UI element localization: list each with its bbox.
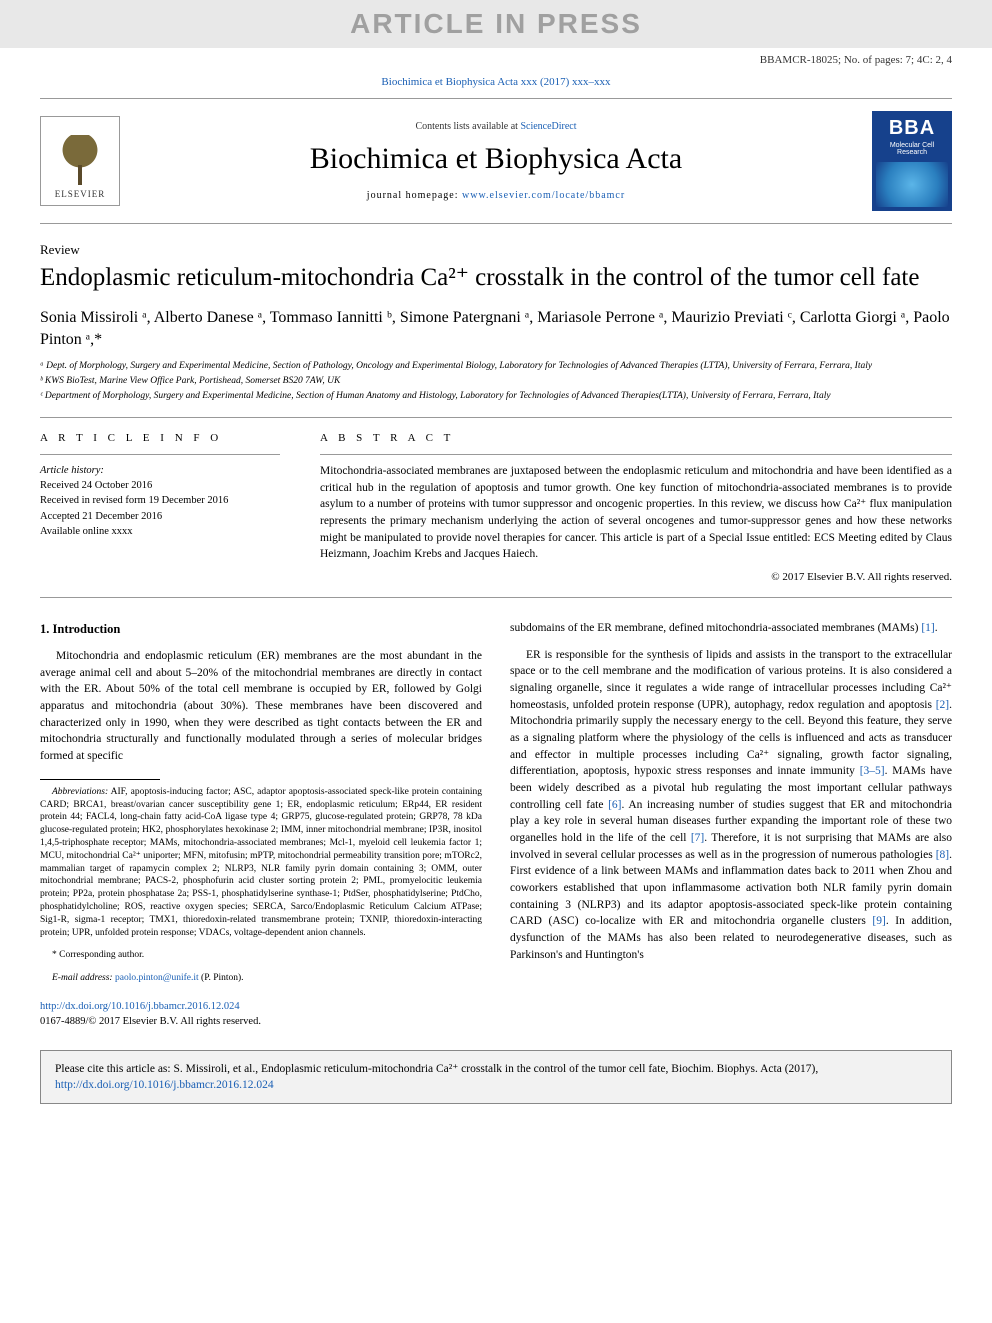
abstract-text: Mitochondria-associated membranes are ju… <box>320 463 952 563</box>
intro-paragraph-2: ER is responsible for the synthesis of l… <box>510 647 952 964</box>
body-text: ER is responsible for the synthesis of l… <box>510 649 952 711</box>
corresponding-author-footnote: * Corresponding author. <box>40 949 482 962</box>
article-history: Article history: Received 24 October 201… <box>40 463 280 539</box>
footnote-rule <box>40 779 160 780</box>
ref-2-link[interactable]: [2] <box>936 699 949 711</box>
journal-homepage-link[interactable]: www.elsevier.com/locate/bbamcr <box>462 190 625 201</box>
abbrev-label: Abbreviations: <box>52 787 108 797</box>
left-column: 1. Introduction Mitochondria and endopla… <box>40 620 482 1030</box>
sciencedirect-link[interactable]: ScienceDirect <box>520 121 576 132</box>
ref-3-5-link[interactable]: [3–5] <box>860 765 885 777</box>
divider <box>40 417 952 418</box>
ref-1-link[interactable]: [1] <box>921 622 934 634</box>
press-banner: ARTICLE IN PRESS <box>0 0 992 48</box>
abstract-copyright: © 2017 Elsevier B.V. All rights reserved… <box>320 571 952 583</box>
ref-7-link[interactable]: [7] <box>691 832 704 844</box>
article-info-heading: A R T I C L E I N F O <box>40 432 280 444</box>
article-title: Endoplasmic reticulum-mitochondria Ca²⁺ … <box>40 262 952 293</box>
body-two-column: 1. Introduction Mitochondria and endopla… <box>40 620 952 1030</box>
doi-link[interactable]: http://dx.doi.org/10.1016/j.bbamcr.2016.… <box>40 1001 240 1012</box>
citation-box: Please cite this article as: S. Missirol… <box>40 1050 952 1104</box>
abbrev-text: AIF, apoptosis-inducing factor; ASC, ada… <box>40 787 482 938</box>
cover-subtitle: Molecular Cell Research <box>876 142 948 156</box>
abstract-heading: A B S T R A C T <box>320 432 952 444</box>
intro-paragraph-1: Mitochondria and endoplasmic reticulum (… <box>40 648 482 765</box>
history-revised: Received in revised form 19 December 201… <box>40 495 228 506</box>
affiliation-a: ᵃ Dept. of Morphology, Surgery and Exper… <box>40 360 952 373</box>
journal-cover-thumbnail: BBA Molecular Cell Research <box>872 111 952 211</box>
masthead: ELSEVIER Contents lists available at Sci… <box>40 98 952 224</box>
article-type: Review <box>40 242 952 258</box>
elsevier-logo-text: ELSEVIER <box>55 189 106 199</box>
corresponding-email-link[interactable]: paolo.pinton@unife.it <box>115 973 199 983</box>
cover-bba-text: BBA <box>889 117 935 140</box>
journal-ref-link[interactable]: Biochimica et Biophysica Acta xxx (2017)… <box>381 76 610 88</box>
elsevier-logo: ELSEVIER <box>40 116 120 206</box>
footnotes-block: Abbreviations: AIF, apoptosis-inducing f… <box>40 786 482 985</box>
doi-block: http://dx.doi.org/10.1016/j.bbamcr.2016.… <box>40 999 482 1029</box>
history-label: Article history: <box>40 465 104 476</box>
masthead-center: Contents lists available at ScienceDirec… <box>136 121 856 201</box>
affiliation-b: ᵇ KWS BioTest, Marine View Office Park, … <box>40 375 952 388</box>
divider <box>320 454 952 455</box>
cover-art-icon <box>876 162 948 207</box>
contents-line: Contents lists available at ScienceDirec… <box>136 121 856 132</box>
email-suffix: (P. Pinton). <box>199 973 244 983</box>
ref-8-link[interactable]: [8] <box>936 849 949 861</box>
header-meta: BBAMCR-18025; No. of pages: 7; 4C: 2, 4 <box>0 48 992 72</box>
elsevier-tree-icon <box>55 135 105 185</box>
section-1-heading: 1. Introduction <box>40 620 482 638</box>
journal-homepage-line: journal homepage: www.elsevier.com/locat… <box>136 190 856 201</box>
right-column: subdomains of the ER membrane, defined m… <box>510 620 952 1030</box>
citation-doi-link[interactable]: http://dx.doi.org/10.1016/j.bbamcr.2016.… <box>55 1079 274 1091</box>
article-info-column: A R T I C L E I N F O Article history: R… <box>40 432 280 583</box>
author-list: Sonia Missiroli ᵃ, Alberto Danese ᵃ, Tom… <box>40 307 952 350</box>
abbreviations-footnote: Abbreviations: AIF, apoptosis-inducing f… <box>40 786 482 940</box>
affiliation-c: ᶜ Department of Morphology, Surgery and … <box>40 390 952 403</box>
body-text: . <box>935 622 938 634</box>
email-footnote: E-mail address: paolo.pinton@unife.it (P… <box>40 972 482 985</box>
homepage-prefix: journal homepage: <box>367 190 462 201</box>
abstract-column: A B S T R A C T Mitochondria-associated … <box>320 432 952 583</box>
divider <box>40 454 280 455</box>
info-abstract-row: A R T I C L E I N F O Article history: R… <box>40 432 952 583</box>
journal-reference-line: Biochimica et Biophysica Acta xxx (2017)… <box>0 72 992 98</box>
divider <box>40 597 952 598</box>
citation-text: Please cite this article as: S. Missirol… <box>55 1063 818 1075</box>
ref-9-link[interactable]: [9] <box>872 915 885 927</box>
history-received: Received 24 October 2016 <box>40 480 152 491</box>
issn-copyright: 0167-4889/© 2017 Elsevier B.V. All right… <box>40 1016 261 1027</box>
journal-title: Biochimica et Biophysica Acta <box>136 142 856 176</box>
history-accepted: Accepted 21 December 2016 <box>40 511 162 522</box>
body-text: subdomains of the ER membrane, defined m… <box>510 622 921 634</box>
email-label: E-mail address: <box>52 973 115 983</box>
ref-6-link[interactable]: [6] <box>608 799 621 811</box>
history-online: Available online xxxx <box>40 526 133 537</box>
contents-prefix: Contents lists available at <box>415 121 520 132</box>
intro-paragraph-1-cont: subdomains of the ER membrane, defined m… <box>510 620 952 637</box>
